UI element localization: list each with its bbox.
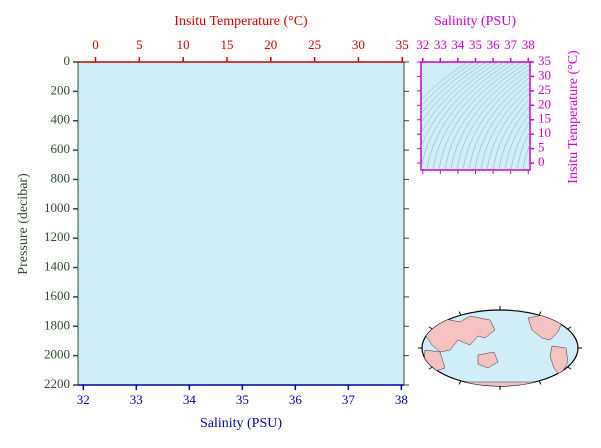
ts-x-tick-label: 37 [504, 37, 518, 52]
map-edge-tick [538, 380, 542, 385]
x-tick-label: 37 [342, 392, 356, 407]
x-tick-label: 34 [183, 392, 197, 407]
left-axis-title: Pressure (decibar) [16, 173, 31, 275]
map-edge-tick [567, 366, 572, 370]
x-tick-label: 32 [77, 392, 90, 407]
map-edge-tick [458, 380, 462, 385]
ts-x-tick-label: 36 [487, 37, 501, 52]
density-contour [421, 62, 469, 101]
density-contour [421, 62, 475, 108]
y-tick-label: 0 [64, 53, 71, 68]
density-contour [426, 62, 511, 170]
density-contour [456, 68, 530, 170]
density-contour [468, 77, 530, 170]
y-tick-label: 200 [51, 82, 71, 97]
map-edge-tick [458, 311, 462, 316]
x2-tick-label: 10 [177, 37, 190, 52]
y-tick-label: 600 [51, 141, 71, 156]
y-tick-label: 2000 [44, 347, 70, 362]
density-contour [522, 143, 530, 170]
density-contour [421, 62, 487, 124]
density-contour [450, 64, 530, 170]
map-edge-tick [538, 311, 542, 316]
ts-x-tick-label: 34 [451, 37, 465, 52]
density-contour [432, 62, 517, 170]
ts-y-tick-label: 15 [538, 111, 551, 126]
map-edge-tick [428, 326, 433, 330]
ts-right-axis-title: Insitu Temperature (°C) [566, 50, 581, 184]
land-asia [422, 315, 496, 353]
y-tick-label: 1400 [44, 259, 70, 274]
y-tick-label: 1600 [44, 288, 70, 303]
ts-y-tick-label: 5 [538, 140, 545, 155]
x-tick-label: 36 [289, 392, 303, 407]
density-contour [462, 72, 530, 170]
density-contour [492, 98, 530, 170]
ts-x-tick-label: 38 [522, 37, 535, 52]
world-map [421, 309, 579, 387]
density-contours [421, 62, 530, 170]
bottom-axis-title: Salinity (PSU) [200, 416, 282, 431]
x2-tick-label: 25 [308, 37, 321, 52]
y-tick-label: 1000 [44, 200, 70, 215]
density-contour [421, 62, 505, 170]
density-contour [504, 112, 530, 170]
map-edge-tick [428, 366, 433, 370]
y-tick-label: 800 [51, 170, 71, 185]
top-axis-title: Insitu Temperature (°C) [174, 14, 308, 29]
x2-tick-label: 30 [352, 37, 365, 52]
density-contour [474, 81, 530, 170]
density-contour [444, 62, 529, 170]
density-contour [486, 92, 530, 170]
y-tick-label: 400 [51, 112, 71, 127]
ts-x-tick-label: 35 [469, 37, 482, 52]
land-australia [477, 351, 499, 369]
density-contour [516, 130, 530, 170]
x2-tick-label: 5 [136, 37, 143, 52]
ts-y-tick-label: 25 [538, 82, 551, 97]
map-edge-tick [567, 326, 572, 330]
x-tick-label: 33 [130, 392, 143, 407]
ts-y-tick-label: 10 [538, 125, 551, 140]
profile-plot-area [77, 61, 405, 386]
density-contour [421, 62, 493, 134]
ts-x-tick-label: 33 [434, 37, 447, 52]
ts-y-tick-label: 30 [538, 67, 551, 82]
x2-tick-label: 35 [396, 37, 409, 52]
x-tick-label: 38 [395, 392, 408, 407]
density-contour [438, 62, 523, 170]
x2-tick-label: 15 [220, 37, 233, 52]
density-contour [510, 120, 530, 170]
x-tick-label: 35 [236, 392, 249, 407]
ts-y-tick-label: 35 [538, 53, 551, 68]
x2-tick-label: 20 [264, 37, 277, 52]
ts-x-tick-label: 32 [416, 37, 429, 52]
ts-plot-area [420, 61, 531, 171]
y-tick-label: 2200 [44, 376, 70, 391]
y-tick-label: 1800 [44, 317, 70, 332]
ts-y-tick-label: 0 [538, 154, 545, 169]
y-tick-label: 1200 [44, 229, 70, 244]
density-contour [421, 62, 481, 115]
density-contour [498, 105, 530, 170]
x2-tick-label: 0 [92, 37, 99, 52]
ts-top-axis-title: Salinity (PSU) [434, 14, 516, 29]
density-contour [421, 62, 499, 148]
ts-y-tick-label: 20 [538, 96, 551, 111]
density-contour [480, 87, 530, 170]
